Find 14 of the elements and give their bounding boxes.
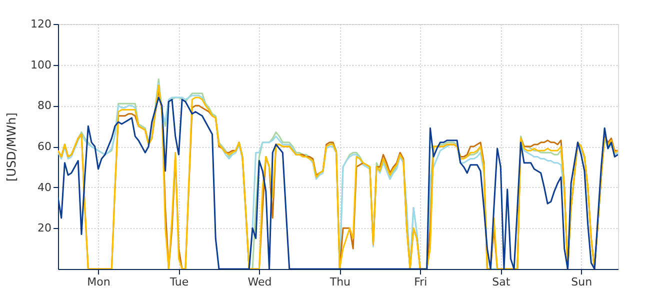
y-tick-label: 20	[38, 222, 52, 235]
x-tick-label: Wed	[248, 276, 272, 288]
y-tick-label: 40	[38, 180, 52, 194]
x-tick-label: Sun	[571, 276, 592, 288]
y-tick-label: 120	[30, 18, 52, 30]
y-tick-label: 100	[30, 58, 52, 72]
x-tick-label: Fri	[414, 276, 428, 288]
x-tick-label: Thu	[328, 276, 351, 288]
x-tick-label: Mon	[87, 276, 110, 288]
y-tick-label: 60	[38, 140, 52, 153]
y-tick-label: 80	[38, 99, 52, 112]
x-tick-label: Sat	[492, 276, 511, 288]
y-axis-title: [USD/MWh]	[4, 112, 19, 182]
x-tick-label: Tue	[168, 276, 189, 288]
